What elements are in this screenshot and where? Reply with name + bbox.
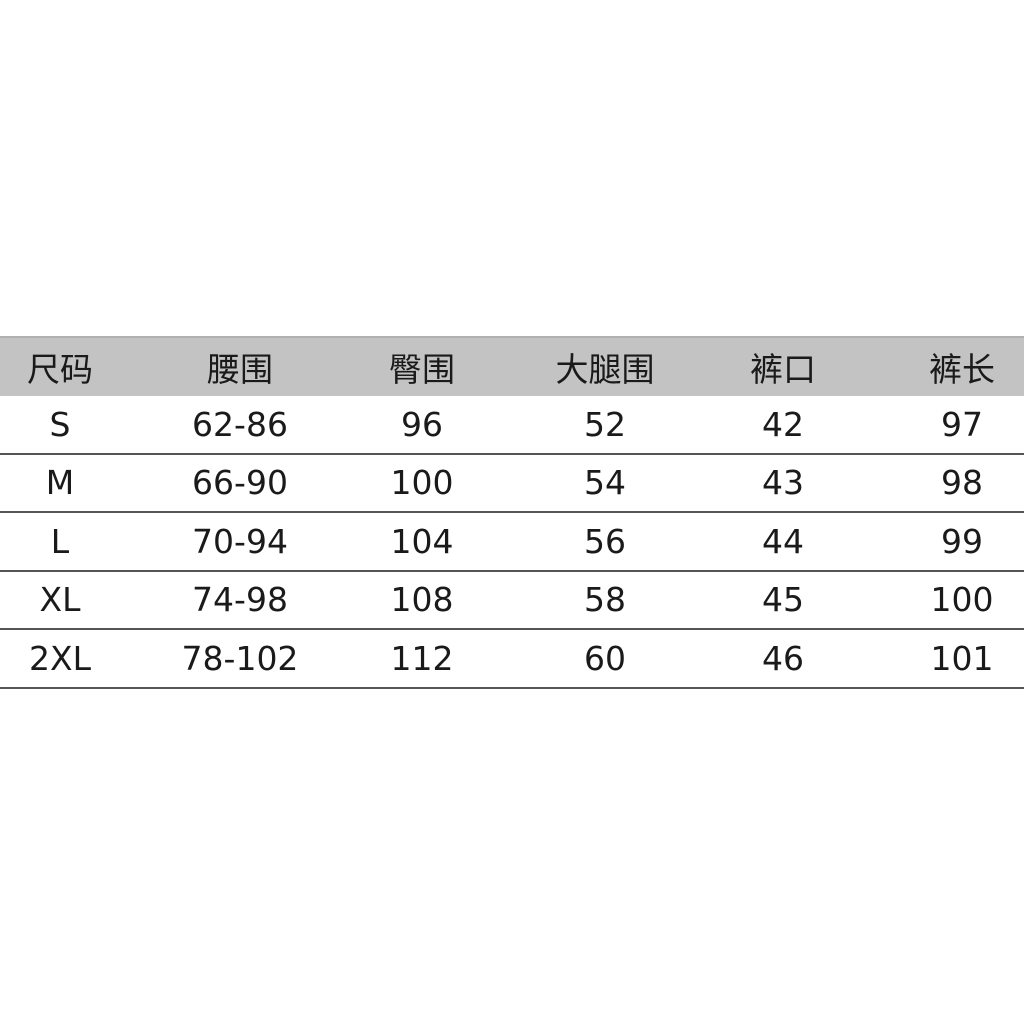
header-leg-opening: 裤口 xyxy=(750,350,816,389)
table-cell: 101 xyxy=(930,638,994,678)
table-cell: 99 xyxy=(941,521,983,561)
table-row: 2XL 78-102 112 60 46 101 xyxy=(0,630,1024,689)
table-cell: S xyxy=(49,404,71,444)
table-cell: 97 xyxy=(941,404,983,444)
table-cell: 56 xyxy=(584,521,626,561)
header-length: 裤长 xyxy=(929,350,995,389)
header-size: 尺码 xyxy=(27,350,93,389)
table-cell: 62-86 xyxy=(192,404,288,444)
table-cell: 45 xyxy=(762,580,804,620)
size-chart-table: 尺码 腰围 臀围 大腿围 裤口 裤长 S 62-86 96 52 42 97 M 66-90 1… xyxy=(0,336,1024,689)
table-cell: 98 xyxy=(941,463,983,503)
table-cell: 66-90 xyxy=(192,463,288,503)
table-cell: 43 xyxy=(762,463,804,503)
table-cell: 74-98 xyxy=(192,580,288,620)
table-cell: 70-94 xyxy=(192,521,288,561)
table-cell: 52 xyxy=(584,404,626,444)
table-cell: 78-102 xyxy=(181,638,299,678)
table-cell: 104 xyxy=(390,521,454,561)
header-waist: 腰围 xyxy=(207,350,273,389)
header-row: 尺码 腰围 臀围 大腿围 裤口 裤长 xyxy=(0,336,1024,396)
table-cell: 58 xyxy=(584,580,626,620)
table-cell: 100 xyxy=(930,580,994,620)
table-cell: M xyxy=(45,463,75,503)
table-row: L 70-94 104 56 44 99 xyxy=(0,513,1024,572)
table-cell: 2XL xyxy=(29,638,91,678)
table-cell: 46 xyxy=(762,638,804,678)
table-cell: 100 xyxy=(390,463,454,503)
table-cell: XL xyxy=(39,580,81,620)
table-body: S 62-86 96 52 42 97 M 66-90 100 54 43 98 L 70-94 104 56… xyxy=(0,396,1024,689)
table-cell: L xyxy=(50,521,70,561)
header-hip: 臀围 xyxy=(389,350,455,389)
table-cell: 60 xyxy=(584,638,626,678)
table-row: M 66-90 100 54 43 98 xyxy=(0,455,1024,513)
table-row: XL 74-98 108 58 45 100 xyxy=(0,572,1024,630)
table-cell: 112 xyxy=(390,638,454,678)
table-cell: 54 xyxy=(584,463,626,503)
table-cell: 108 xyxy=(390,580,454,620)
table-cell: 42 xyxy=(762,404,804,444)
table-cell: 44 xyxy=(762,521,804,561)
header-thigh: 大腿围 xyxy=(555,350,655,389)
table-row: S 62-86 96 52 42 97 xyxy=(0,396,1024,455)
table-cell: 96 xyxy=(401,404,443,444)
